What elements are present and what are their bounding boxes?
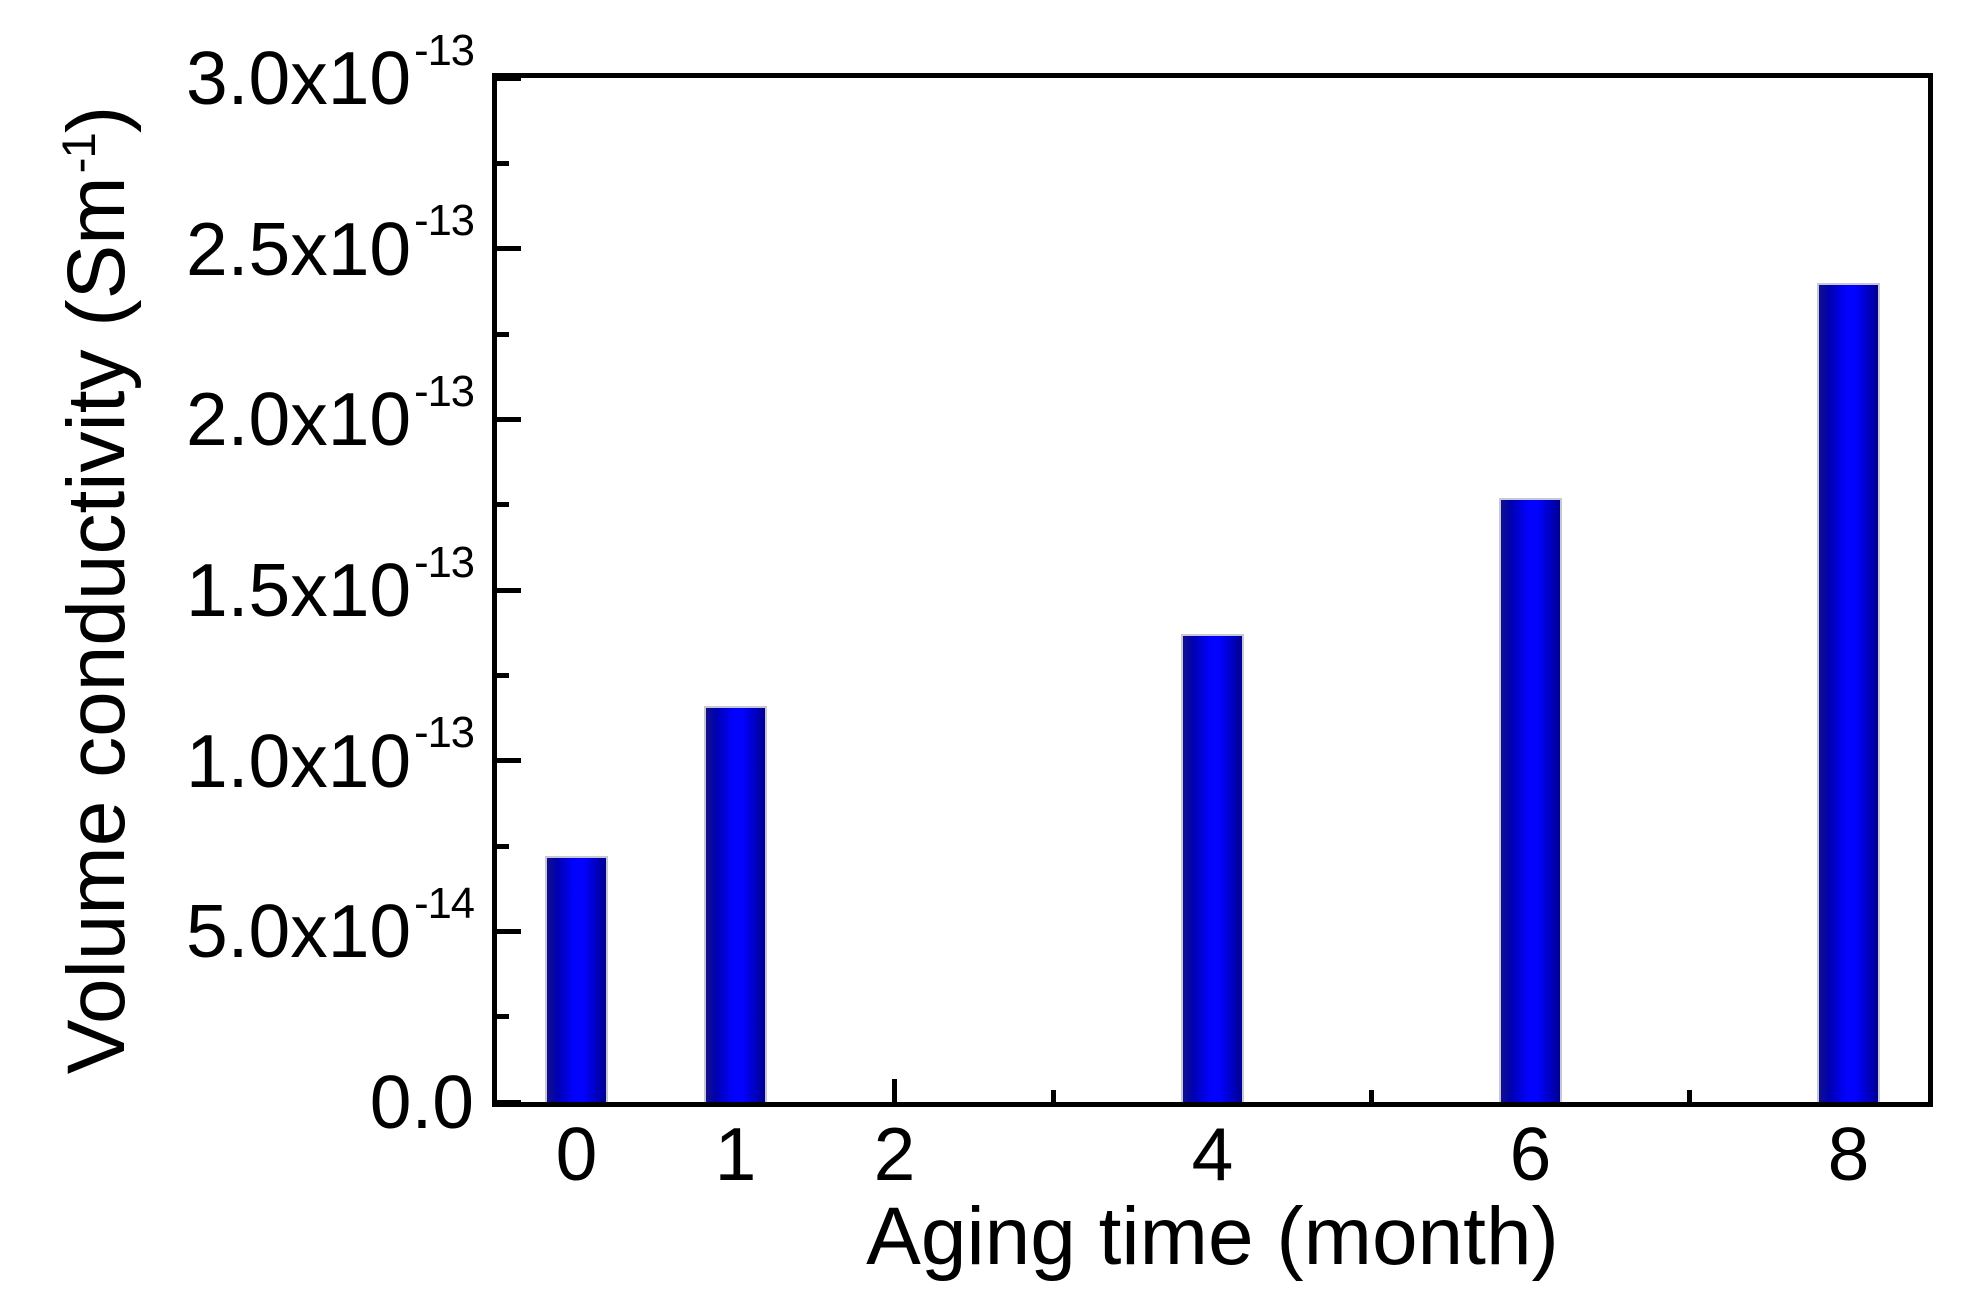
- y-tick-label-mantissa: 2.0x10: [185, 377, 412, 462]
- x-minor-tick: [1687, 1090, 1692, 1102]
- y-tick-label-mantissa: 2.5x10: [185, 206, 412, 291]
- x-tick-label: 6: [1509, 1112, 1552, 1196]
- y-tick-label: 1.5x10 -13: [0, 539, 475, 632]
- bar: [703, 706, 768, 1102]
- x-tick-label: 1: [714, 1112, 757, 1196]
- y-axis-title: Volume conductivity (Sm-1): [51, 105, 154, 1075]
- y-tick-label-exponent: -13: [414, 538, 475, 587]
- y-tick-label: 3.0x10 -13: [0, 27, 475, 120]
- y-tick-label-mantissa: 1.0x10: [185, 718, 412, 803]
- y-axis-title-text: Volume conductivity (Sm: [51, 176, 142, 1075]
- bar: [1498, 497, 1563, 1102]
- x-axis-title: Aging time (month): [866, 1191, 1559, 1282]
- y-tick-label-exponent: -13: [414, 197, 475, 246]
- bar: [1816, 282, 1881, 1102]
- y-tick-label-exponent: -14: [414, 879, 475, 928]
- y-tick-label-exponent: -13: [414, 709, 475, 758]
- y-tick-label-exponent: -13: [414, 367, 475, 416]
- y-major-tick: [497, 587, 521, 593]
- y-tick-label: 2.5x10 -13: [0, 197, 475, 291]
- y-minor-tick: [497, 1014, 509, 1020]
- x-tick-label: 2: [873, 1112, 916, 1196]
- y-tick-label-mantissa: 3.0x10: [185, 36, 412, 120]
- x-minor-tick: [1051, 1090, 1056, 1102]
- y-major-tick: [497, 416, 521, 422]
- bar: [1180, 634, 1245, 1102]
- plot-area: [497, 75, 1928, 1105]
- y-minor-tick: [497, 843, 509, 849]
- y-tick-label-mantissa: 5.0x10: [185, 889, 412, 974]
- y-tick-label: 1.0x10 -13: [0, 709, 475, 803]
- x-tick-label: 8: [1827, 1112, 1870, 1196]
- plot-frame: [492, 73, 1933, 1107]
- x-tick-label: 4: [1191, 1112, 1234, 1196]
- y-major-tick: [497, 928, 521, 934]
- y-tick-label-exponent: -13: [414, 26, 475, 75]
- y-tick-label: 2.0x10 -13: [0, 368, 475, 462]
- y-minor-tick: [497, 331, 509, 337]
- y-tick-label: 5.0x10 -14: [0, 880, 475, 974]
- y-major-tick: [497, 246, 521, 252]
- y-major-tick: [497, 75, 521, 81]
- y-tick-label: 0.0: [0, 1060, 474, 1144]
- y-tick-label-mantissa: 1.5x10: [185, 548, 412, 632]
- x-major-tick: [892, 1079, 897, 1102]
- y-major-tick: [497, 1099, 521, 1105]
- y-minor-tick: [497, 502, 509, 508]
- x-minor-tick: [1369, 1090, 1374, 1102]
- y-axis-title-superscript: -1: [52, 133, 106, 174]
- bar: [544, 856, 609, 1102]
- y-minor-tick: [497, 160, 509, 166]
- y-tick-label-mantissa: 0.0: [369, 1060, 474, 1144]
- x-tick-label: 0: [555, 1112, 598, 1196]
- y-axis-title-close: ): [51, 105, 142, 134]
- y-minor-tick: [497, 672, 509, 678]
- y-major-tick: [497, 758, 521, 764]
